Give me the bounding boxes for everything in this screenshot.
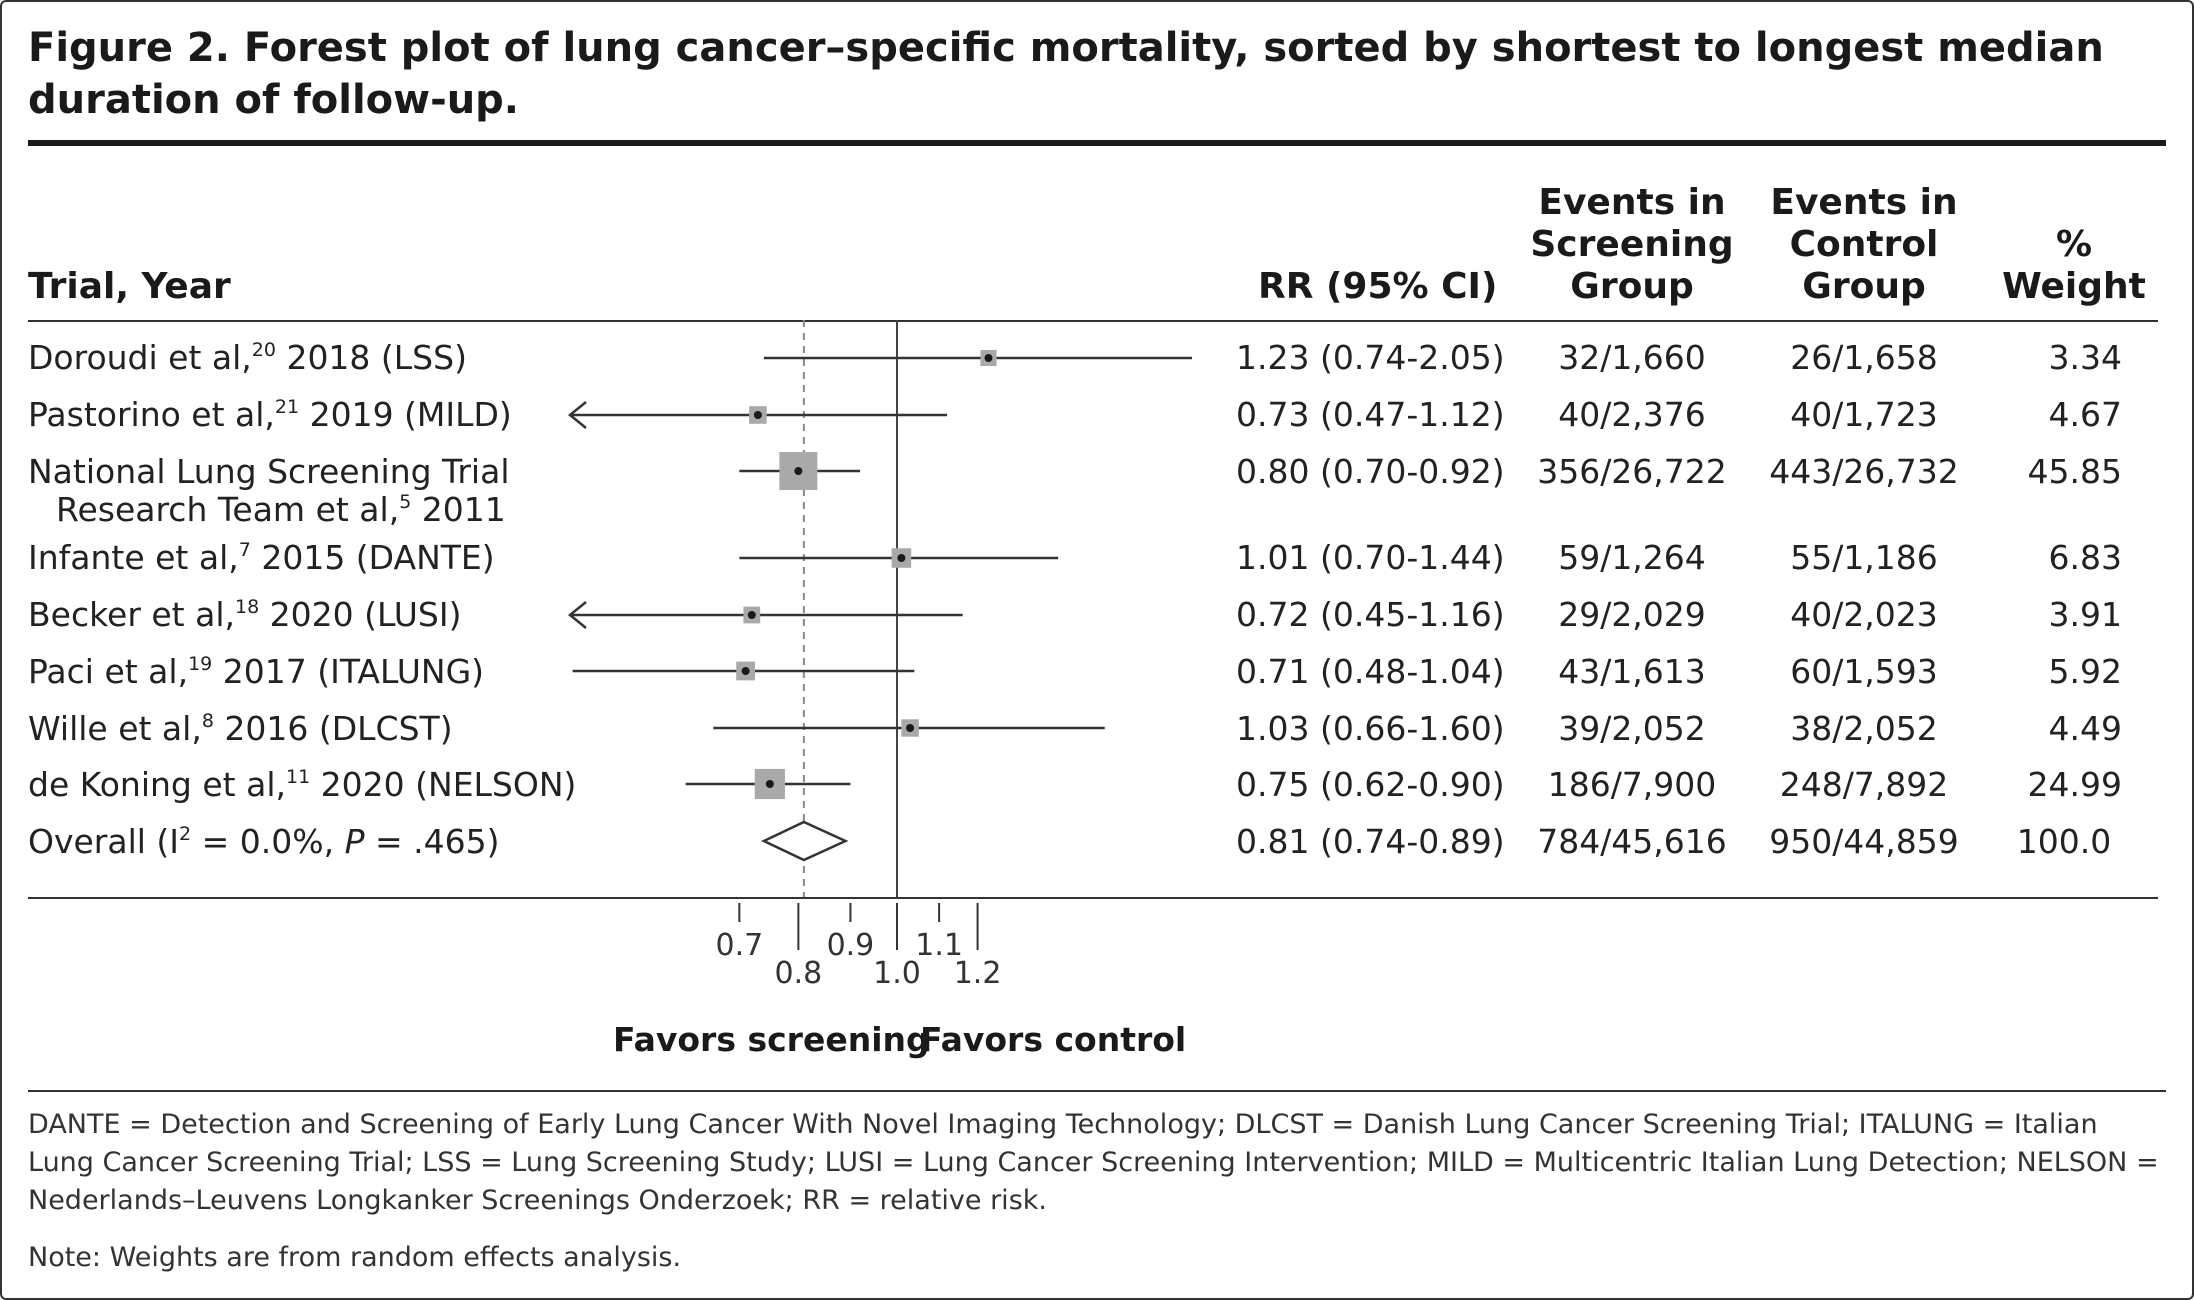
weight-value: 4.67 <box>2048 395 2122 434</box>
axis-tick-label: 1.0 <box>873 956 921 991</box>
favors-screening-label: Favors screening <box>613 1020 930 1059</box>
control-events: 40/1,723 <box>1790 395 1938 434</box>
header-control-line3: Group <box>1802 266 1926 307</box>
rr-value: 0.80 (0.70-0.92) <box>1236 452 1505 491</box>
screening-events: 59/1,264 <box>1558 538 1706 577</box>
weight-value: 6.83 <box>2048 538 2122 577</box>
header-screening-line1: Events in <box>1538 182 1726 223</box>
header-screening-line2: Screening <box>1530 224 1734 265</box>
favors-control-label: Favors control <box>920 1020 1187 1059</box>
header-control-line1: Events in <box>1770 182 1958 223</box>
axis-tick-label: 0.9 <box>827 928 875 963</box>
abbreviation-footnote: DANTE = Detection and Screening of Early… <box>28 1109 2159 1216</box>
study-label-line2: Research Team et al,5 2011 <box>56 490 506 529</box>
weight-value: 3.91 <box>2048 595 2122 634</box>
control-events: 26/1,658 <box>1790 338 1938 377</box>
point-estimate <box>747 611 756 619</box>
weight-value: 4.49 <box>2048 709 2122 748</box>
header-rule <box>28 320 2158 322</box>
study-label: Infante et al,7 2015 (DANTE) <box>28 538 495 577</box>
screening-events: 43/1,613 <box>1558 652 1706 691</box>
header-control: Events in Control Group <box>1762 182 1966 308</box>
header-screening-line3: Group <box>1570 266 1694 307</box>
rr-value: 0.75 (0.62-0.90) <box>1236 765 1505 804</box>
weight-value: 5.92 <box>2048 652 2122 691</box>
weight-value: 3.34 <box>2048 338 2122 377</box>
axis-tick-label: 0.7 <box>715 928 763 963</box>
rr-value: 1.03 (0.66-1.60) <box>1236 709 1505 748</box>
figure-title: Figure 2. Forest plot of lung cancer–spe… <box>28 25 2104 123</box>
screening-events: 39/2,052 <box>1558 709 1706 748</box>
point-estimate <box>984 354 993 362</box>
control-events: 40/2,023 <box>1790 595 1938 634</box>
header-weight-line2: Weight <box>2002 266 2146 307</box>
screening-events: 32/1,660 <box>1558 338 1706 377</box>
study-label: Paci et al,19 2017 (ITALUNG) <box>28 652 485 691</box>
overall-label: Overall (I2 = 0.0%, P = .465) <box>28 822 500 861</box>
point-estimate <box>794 467 803 475</box>
title-rule <box>28 140 2166 146</box>
ci-truncation-arrow <box>568 601 587 629</box>
header-rr: RR (95% CI) <box>1258 266 1498 307</box>
header-weight-line1: % <box>2055 224 2093 265</box>
header-trial: Trial, Year <box>28 266 231 307</box>
weights-note: Note: Weights are from random effects an… <box>28 1242 682 1273</box>
study-label: Becker et al,18 2020 (LUSI) <box>28 595 462 634</box>
axis-tick-label: 1.2 <box>954 956 1002 991</box>
point-estimate <box>753 411 762 419</box>
header-weight: % Weight <box>1994 224 2154 308</box>
control-events: 60/1,593 <box>1790 652 1938 691</box>
study-label: Wille et al,8 2016 (DLCST) <box>28 709 453 748</box>
point-estimate <box>897 554 906 562</box>
overall-screening-events: 784/45,616 <box>1537 822 1727 861</box>
control-events: 443/26,732 <box>1769 452 1959 491</box>
header-screening: Events in Screening Group <box>1530 182 1734 308</box>
rr-value: 1.23 (0.74-2.05) <box>1236 338 1505 377</box>
overall-rr-value: 0.81 (0.74-0.89) <box>1236 822 1505 861</box>
point-estimate <box>741 667 750 675</box>
rr-value: 0.73 (0.47-1.12) <box>1236 395 1505 434</box>
ci-truncation-arrow <box>568 401 587 429</box>
control-events: 38/2,052 <box>1790 709 1938 748</box>
overall-weight-value: 100.0 <box>2016 822 2112 861</box>
weight-value: 45.85 <box>2027 452 2122 491</box>
study-label: Doroudi et al,20 2018 (LSS) <box>28 338 467 377</box>
screening-events: 186/7,900 <box>1547 765 1717 804</box>
plot-bottom-rule <box>28 897 2158 899</box>
study-label: Pastorino et al,21 2019 (MILD) <box>28 395 512 434</box>
study-label: National Lung Screening Trial <box>28 452 510 491</box>
point-estimate <box>765 780 774 788</box>
rr-value: 0.71 (0.48-1.04) <box>1236 652 1505 691</box>
overall-diamond <box>761 820 849 862</box>
screening-events: 356/26,722 <box>1537 452 1727 491</box>
point-estimate <box>906 724 915 732</box>
study-label: de Koning et al,11 2020 (NELSON) <box>28 765 577 804</box>
axis-tick-label: 1.1 <box>915 928 963 963</box>
rr-value: 1.01 (0.70-1.44) <box>1236 538 1505 577</box>
rr-value: 0.72 (0.45-1.16) <box>1236 595 1505 634</box>
control-events: 55/1,186 <box>1790 538 1938 577</box>
footnote-rule <box>28 1090 2166 1092</box>
screening-events: 29/2,029 <box>1558 595 1706 634</box>
control-events: 248/7,892 <box>1779 765 1949 804</box>
weight-value: 24.99 <box>2027 765 2122 804</box>
overall-control-events: 950/44,859 <box>1769 822 1959 861</box>
header-control-line2: Control <box>1789 224 1939 265</box>
axis-tick-label: 0.8 <box>775 956 823 991</box>
screening-events: 40/2,376 <box>1558 395 1706 434</box>
